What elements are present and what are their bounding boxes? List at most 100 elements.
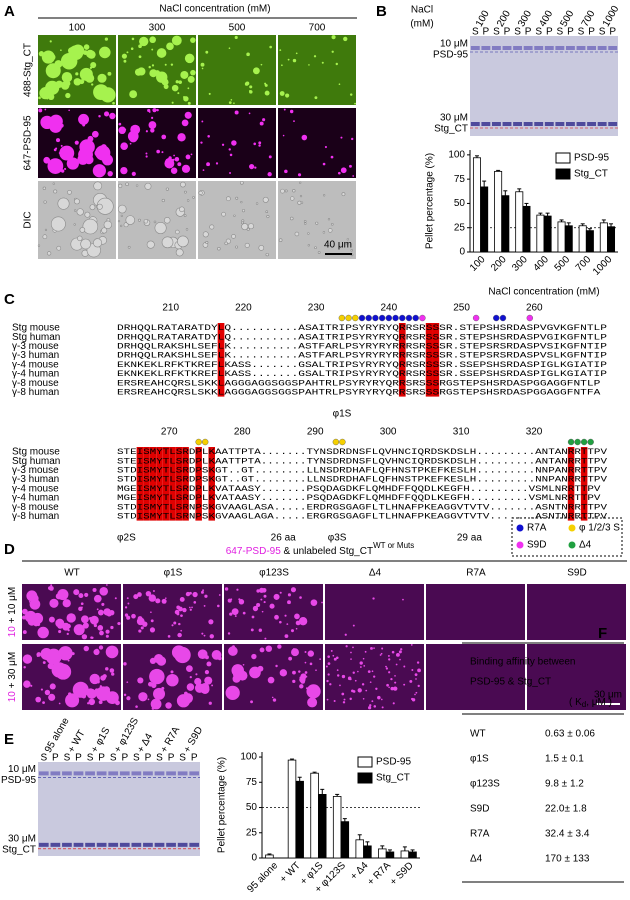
droplet (138, 629, 142, 633)
droplet (66, 623, 71, 629)
droplet (86, 49, 95, 58)
droplet (187, 75, 195, 83)
droplet (231, 140, 237, 146)
gel-band (534, 46, 544, 50)
droplet (229, 172, 231, 174)
lane-sub-label: P (75, 753, 82, 764)
droplet (327, 673, 330, 676)
droplet (93, 181, 103, 191)
droplet (50, 216, 66, 232)
droplet (84, 592, 89, 597)
droplet (189, 608, 192, 611)
droplet (307, 244, 310, 247)
droplet (121, 53, 127, 59)
droplet (333, 699, 336, 702)
droplet (385, 667, 389, 670)
droplet (102, 674, 107, 679)
droplet (295, 52, 298, 55)
droplet (359, 661, 363, 665)
droplet (180, 181, 186, 188)
table-unit: ( Kd, μM ) (569, 697, 612, 709)
droplet (261, 610, 264, 613)
droplet (60, 169, 65, 173)
droplet (290, 629, 294, 633)
droplet (290, 587, 297, 593)
droplet (90, 62, 97, 69)
droplet (88, 698, 96, 706)
legend-label: S9D (527, 540, 546, 551)
droplet (390, 678, 393, 681)
lane-sub-label: S (40, 753, 47, 764)
droplet (349, 93, 353, 96)
droplet (98, 645, 104, 650)
droplet (97, 625, 104, 631)
residue-dot (419, 314, 426, 322)
bar (585, 230, 594, 253)
droplet (362, 657, 365, 660)
column-label: φ123S (259, 568, 289, 579)
droplet (103, 220, 112, 229)
droplet (271, 696, 274, 699)
droplet (308, 64, 310, 66)
droplet (361, 683, 365, 686)
panel-letter: E (4, 731, 14, 748)
droplet (268, 155, 272, 159)
droplet (381, 706, 384, 709)
gel-band (38, 771, 49, 776)
droplet (277, 644, 282, 649)
droplet (151, 64, 155, 67)
residue-dot (345, 314, 352, 322)
droplet (56, 245, 62, 251)
droplet (298, 617, 308, 626)
droplet (137, 616, 143, 621)
droplet (241, 209, 246, 213)
band-label: Stg_CT (2, 844, 36, 855)
droplet (292, 679, 296, 684)
droplet (207, 135, 210, 138)
droplet (279, 591, 282, 594)
droplet (123, 662, 127, 666)
droplet (379, 654, 382, 656)
droplet (292, 670, 296, 675)
droplet (232, 645, 235, 649)
droplet (68, 45, 84, 61)
gel-band (131, 842, 142, 847)
droplet (83, 44, 90, 50)
droplet (105, 634, 109, 638)
droplet (364, 650, 367, 653)
droplet (105, 629, 110, 634)
droplet (297, 173, 302, 177)
lane-sub-label: P (98, 753, 105, 764)
band-label: PSD-95 (1, 775, 36, 786)
droplet (75, 72, 79, 76)
droplet (96, 679, 100, 684)
droplet (291, 648, 299, 657)
legend-dot (516, 524, 524, 532)
gel-band (597, 122, 607, 126)
sequence-name: γ-4 mouse (12, 483, 59, 494)
droplet (307, 232, 310, 235)
legend-label: PSD-95 (574, 153, 609, 164)
droplet (233, 102, 235, 105)
annotation: φ1S (333, 409, 352, 420)
droplet (217, 604, 220, 608)
droplet (377, 695, 381, 700)
droplet (189, 606, 191, 609)
droplet (280, 188, 285, 194)
annotation: φ3S (328, 533, 347, 544)
droplet (338, 83, 341, 86)
lane-sub-label: S (64, 753, 71, 764)
gel-band (608, 122, 618, 126)
droplet (183, 214, 187, 217)
droplet (314, 96, 318, 100)
droplet (234, 615, 237, 618)
droplet (79, 227, 86, 233)
droplet (290, 216, 294, 221)
gel-band (189, 842, 200, 847)
gel-band (143, 842, 153, 847)
droplet (42, 234, 48, 240)
gel-band (608, 46, 618, 50)
droplet (359, 666, 362, 668)
droplet (294, 231, 300, 237)
gel-band (50, 842, 61, 847)
